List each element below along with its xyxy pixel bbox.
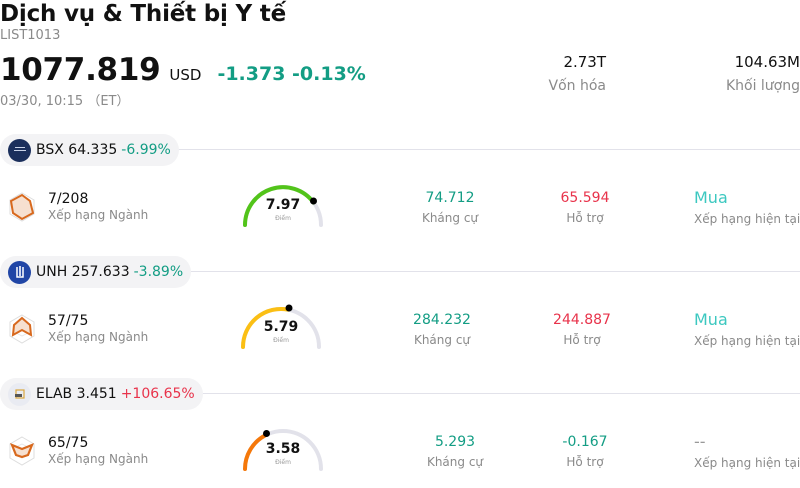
- price-row: 1077.819 USD -1.373 -0.13%: [0, 52, 366, 88]
- resistance-value: 5.293: [434, 434, 476, 450]
- industry-rank-label: Xếp hạng Ngành: [48, 330, 149, 344]
- stock-symbol: ELAB: [36, 386, 73, 402]
- current-rating: Mua Xếp hạng hiện tại: [694, 188, 800, 227]
- rating-label: Xếp hạng hiện tại: [694, 212, 800, 226]
- industry-rank-value: 7/208: [48, 191, 89, 207]
- support-value: 65.594: [560, 190, 610, 206]
- industry-rank-label: Xếp hạng Ngành: [48, 452, 149, 466]
- score-value: 3.58: [265, 441, 301, 457]
- score-gauge-arc-icon: [240, 304, 321, 349]
- resistance: 284.232 Kháng cự: [402, 311, 482, 348]
- support-value: -0.167: [562, 434, 608, 450]
- index-price: 1077.819: [0, 52, 161, 88]
- industry-rank-value: 65/75: [48, 435, 89, 451]
- resistance: 74.712 Kháng cự: [410, 189, 490, 226]
- score-gauge: 7.97 Điểm: [240, 179, 326, 229]
- support-label: Hỗ trợ: [566, 211, 604, 225]
- industry-rank-radar-icon: [9, 314, 35, 344]
- price-change: -1.373 -0.13%: [217, 63, 366, 85]
- support: -0.167 Hỗ trợ: [545, 433, 625, 470]
- support-label: Hỗ trợ: [566, 455, 604, 469]
- resistance: 5.293 Kháng cự: [415, 433, 495, 470]
- score-gauge-arc-icon: [242, 429, 323, 471]
- section-divider: [170, 149, 800, 150]
- bsx-logo-icon: [8, 138, 31, 162]
- rating-value: --: [694, 432, 706, 451]
- score-label: Điểm: [275, 459, 291, 466]
- stock-chip-elab[interactable]: ELAB 3.451 +106.65%: [0, 378, 203, 410]
- volume-stat: 104.63M Khối lượng: [726, 52, 800, 97]
- current-rating: -- Xếp hạng hiện tại: [694, 432, 800, 471]
- timestamp: 03/30, 10:15 （ET）: [0, 94, 130, 109]
- section-divider: [188, 271, 800, 272]
- stock-price: 64.335: [68, 142, 118, 158]
- stock-change-pct: -6.99%: [121, 142, 171, 158]
- volume-label: Khối lượng: [725, 78, 800, 94]
- page-title: Dịch vụ & Thiết bị Y tế: [0, 1, 286, 27]
- resistance-value: 284.232: [413, 312, 471, 328]
- stock-section-unh: UNH 257.633 -3.89% 57/75 Xếp hạng Ngành …: [0, 256, 800, 378]
- score-label: Điểm: [275, 215, 291, 222]
- support-value: 244.887: [553, 312, 611, 328]
- resistance-value: 74.712: [425, 190, 475, 206]
- volume-value: 104.63M: [734, 53, 800, 71]
- market-cap-value: 2.73T: [563, 53, 606, 71]
- score-gauge: 5.79 Điểm: [238, 301, 324, 351]
- rating-label: Xếp hạng hiện tại: [694, 456, 800, 470]
- score-gauge: 3.58 Điểm: [240, 423, 326, 473]
- score-value: 7.97: [265, 197, 301, 213]
- industry-rank-label: Xếp hạng Ngành: [48, 208, 149, 222]
- support-label: Hỗ trợ: [563, 333, 601, 347]
- stock-chip-unh[interactable]: UNH 257.633 -3.89%: [0, 256, 192, 288]
- score-gauge-arc-icon: [243, 185, 323, 227]
- stock-symbol: UNH: [36, 264, 68, 280]
- stock-symbol: BSX: [36, 142, 64, 158]
- support: 244.887 Hỗ trợ: [542, 311, 622, 348]
- resistance-label: Kháng cự: [413, 333, 471, 347]
- resistance-label: Kháng cự: [421, 211, 479, 225]
- elab-logo-icon: [8, 382, 31, 406]
- stock-section-bsx: BSX 64.335 -6.99% 7/208 Xếp hạng Ngành 7…: [0, 134, 800, 256]
- rating-value: Mua: [694, 310, 728, 329]
- stock-chip-bsx[interactable]: BSX 64.335 -6.99%: [0, 134, 179, 166]
- stock-change-pct: +106.65%: [120, 386, 195, 402]
- list-code: LIST1013: [0, 28, 61, 43]
- unh-logo-icon: [8, 260, 31, 284]
- stock-price: 3.451: [76, 386, 117, 402]
- market-cap-stat: 2.73T Vốn hóa: [549, 52, 606, 97]
- support: 65.594 Hỗ trợ: [545, 189, 625, 226]
- stock-price: 257.633: [71, 264, 130, 280]
- currency: USD: [169, 66, 202, 84]
- stock-change-pct: -3.89%: [133, 264, 184, 280]
- market-cap-label: Vốn hóa: [548, 78, 606, 94]
- industry-rank-value: 57/75: [48, 313, 89, 329]
- stock-section-elab: ELAB 3.451 +106.65% 65/75 Xếp hạng Ngành…: [0, 378, 800, 488]
- section-divider: [200, 393, 800, 394]
- industry-rank-radar-icon: [9, 436, 35, 466]
- current-rating: Mua Xếp hạng hiện tại: [694, 310, 800, 349]
- rating-value: Mua: [694, 188, 728, 207]
- score-label: Điểm: [273, 337, 289, 344]
- score-value: 5.79: [263, 319, 299, 335]
- rating-label: Xếp hạng hiện tại: [694, 334, 800, 348]
- resistance-label: Kháng cự: [426, 455, 484, 469]
- industry-rank-radar-icon: [9, 192, 35, 222]
